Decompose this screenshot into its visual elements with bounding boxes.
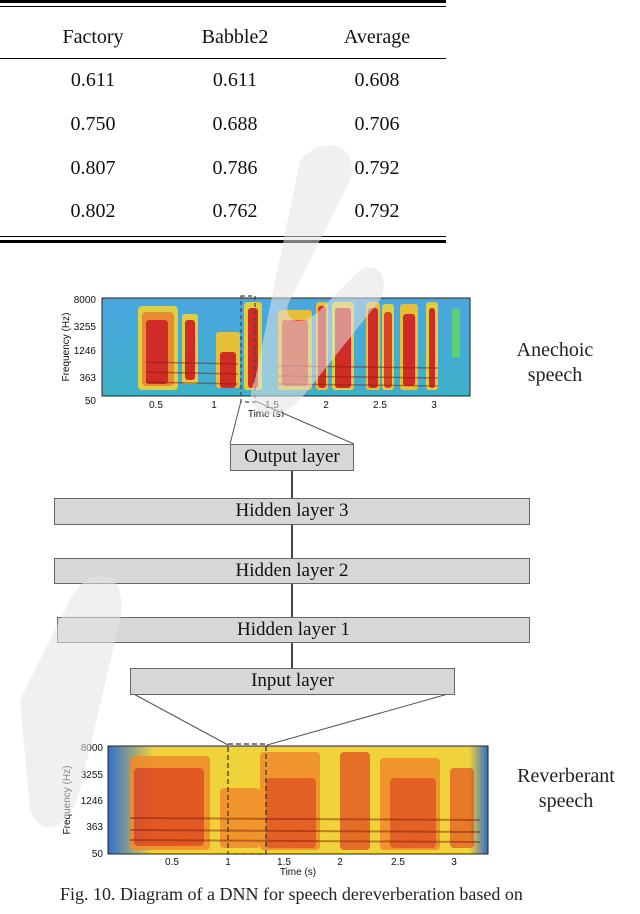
y-axis-label: Frequency (Hz) [61,313,72,382]
x-tick-label: 2 [337,857,343,868]
reverberant-spectrogram: 8000 3255 1246 363 50 Frequency (Hz) 0.5… [62,743,489,878]
table-cell: 0.611 [212,69,258,91]
col-header-babble2: Babble2 [201,26,269,48]
table-cell: 0.688 [212,113,258,135]
y-tick-label: 1246 [81,796,104,807]
input-layer-box: Input layer [130,668,455,695]
hidden-layer-1-box: Hidden layer 1 [57,617,530,643]
y-tick-label: 3255 [74,322,97,333]
table-header-rule [0,58,446,59]
reverberant-label-line2: speech [538,790,594,812]
table-cell: 0.611 [70,69,116,91]
table-cell: 0.706 [354,113,400,135]
table-cell: 0.762 [212,200,258,222]
table-bottom-rule-thin [0,236,446,237]
table-cell: 0.786 [212,157,258,179]
x-tick-label: 3 [451,857,457,868]
anechoic-label-line2: speech [527,364,583,386]
y-axis-label: Frequency (Hz) [62,766,73,835]
y-tick-label: 50 [85,396,97,407]
table-top-rule [0,0,446,3]
y-tick-label: 3255 [81,770,104,781]
y-tick-label: 50 [92,849,104,860]
table-top-rule-thin [0,6,446,7]
reverberant-label: Reverberant speech [506,764,626,814]
y-tick-label: 8000 [81,743,104,754]
reverberant-label-line1: Reverberant [517,765,615,787]
table-cell: 0.750 [70,113,116,135]
hidden-layer-3-box: Hidden layer 3 [54,498,530,525]
table-cell: 0.608 [354,69,400,91]
anechoic-label: Anechoic speech [500,338,610,388]
figure-caption: Fig. 10. Diagram of a DNN for speech der… [60,884,523,904]
x-tick-label: 1.5 [277,857,291,868]
x-tick-label: 3 [431,400,437,411]
x-tick-label: 1 [211,400,217,411]
output-layer-box: Output layer [230,444,354,471]
hidden-layer-2-box: Hidden layer 2 [54,558,530,584]
table-bottom-rule [0,240,446,243]
x-axis-label: Time (s) [280,867,316,878]
x-tick-label: 0.5 [165,857,179,868]
y-tick-label: 8000 [74,295,97,306]
y-tick-label: 363 [86,822,103,833]
table-cell: 0.802 [70,200,116,222]
x-tick-label: 1 [225,857,231,868]
y-tick-label: 1246 [74,346,97,357]
y-tick-label: 363 [79,373,96,384]
anechoic-label-line1: Anechoic [516,339,594,361]
col-header-average: Average [343,26,411,48]
col-header-factory: Factory [62,26,124,48]
x-tick-label: 2.5 [391,857,405,868]
table-cell: 0.807 [70,157,116,179]
x-tick-label: 0.5 [149,400,163,411]
